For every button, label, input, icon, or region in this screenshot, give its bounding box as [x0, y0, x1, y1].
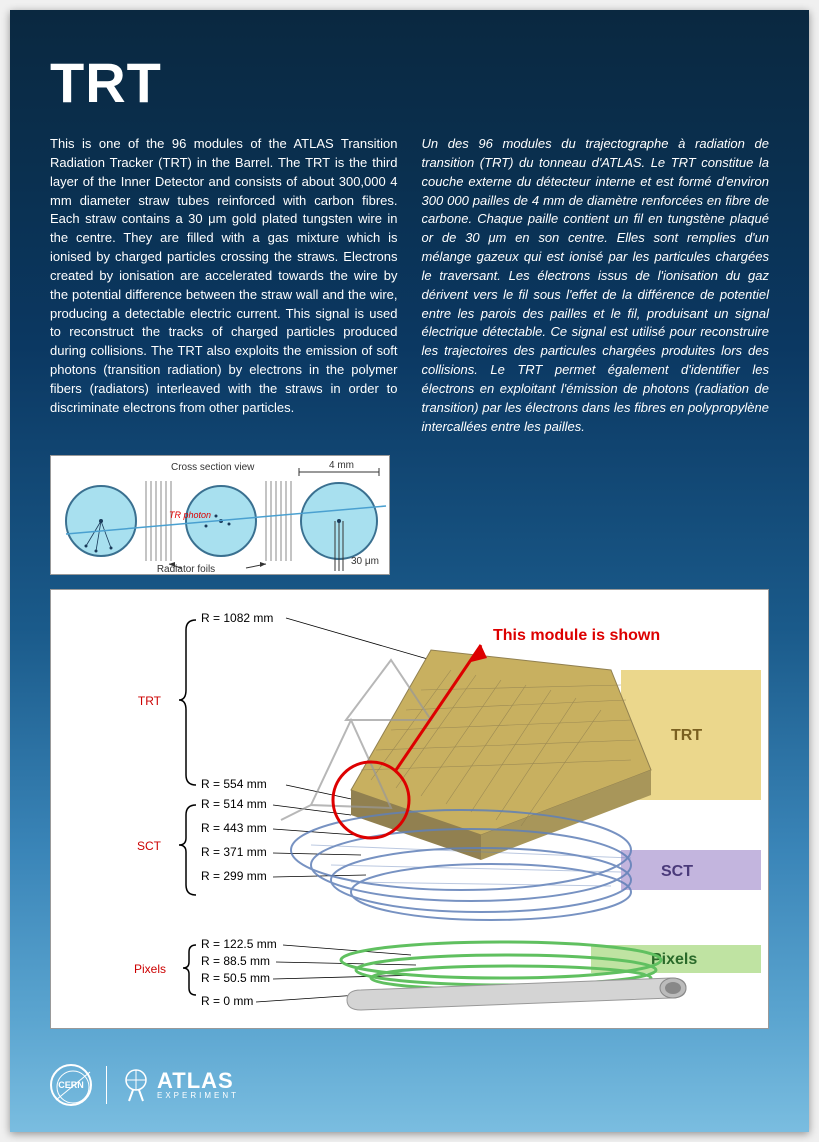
text-columns: This is one of the 96 modules of the ATL… — [50, 135, 769, 437]
pixels-label-left: Pixels — [134, 962, 166, 976]
pix-r3: R = 50.5 mm — [201, 971, 270, 985]
atlas-logo: ATLAS EXPERIMENT — [121, 1068, 239, 1102]
cs-radius: 30 μm — [351, 556, 379, 567]
trt-r1: R = 1082 mm — [201, 611, 273, 625]
sct-r4: R = 299 mm — [201, 869, 267, 883]
callout-text: This module is shown — [493, 627, 660, 644]
footer: CERN ATLAS EXPERIMENT — [50, 1064, 239, 1106]
trt-label-left: TRT — [138, 694, 162, 708]
sct-r1: R = 514 mm — [201, 797, 267, 811]
page-title: TRT — [50, 50, 769, 115]
pix-r2: R = 88.5 mm — [201, 954, 270, 968]
cern-logo-icon: CERN — [50, 1064, 92, 1106]
sct-r3: R = 371 mm — [201, 845, 267, 859]
detector-diagram: TRT R = 1082 mm R = 554 mm SCT R = 514 m… — [50, 589, 769, 1029]
trt-brace — [179, 620, 196, 785]
trt-r2: R = 554 mm — [201, 777, 267, 791]
radiator-foils-2 — [266, 481, 291, 561]
atlas-icon — [121, 1068, 151, 1102]
pix-r1: R = 122.5 mm — [201, 937, 277, 951]
pixels-brace — [183, 945, 196, 995]
poster: TRT This is one of the 96 modules of the… — [10, 10, 809, 1132]
pix-r4: R = 0 mm — [201, 994, 253, 1008]
sct-label-left: SCT — [137, 839, 162, 853]
english-text: This is one of the 96 modules of the ATL… — [50, 135, 398, 437]
footer-divider — [106, 1066, 107, 1104]
french-text: Un des 96 modules du trajectographe à ra… — [422, 135, 770, 437]
pixels-band-label: Pixels — [651, 951, 697, 968]
atlas-small: EXPERIMENT — [157, 1092, 239, 1100]
tr-label: TR photon — [169, 510, 211, 520]
radiator-label: Radiator foils — [157, 564, 215, 575]
sct-band-label: SCT — [661, 863, 693, 880]
sct-r2: R = 443 mm — [201, 821, 267, 835]
radiator-foils-1 — [146, 481, 171, 561]
cs-title: Cross section view — [171, 462, 255, 473]
trt-band-label: TRT — [671, 727, 702, 744]
sct-brace — [179, 805, 196, 895]
cross-section-figure: Cross section view 4 mm — [50, 455, 390, 575]
atlas-big: ATLAS — [157, 1070, 239, 1092]
cs-width: 4 mm — [329, 460, 354, 471]
